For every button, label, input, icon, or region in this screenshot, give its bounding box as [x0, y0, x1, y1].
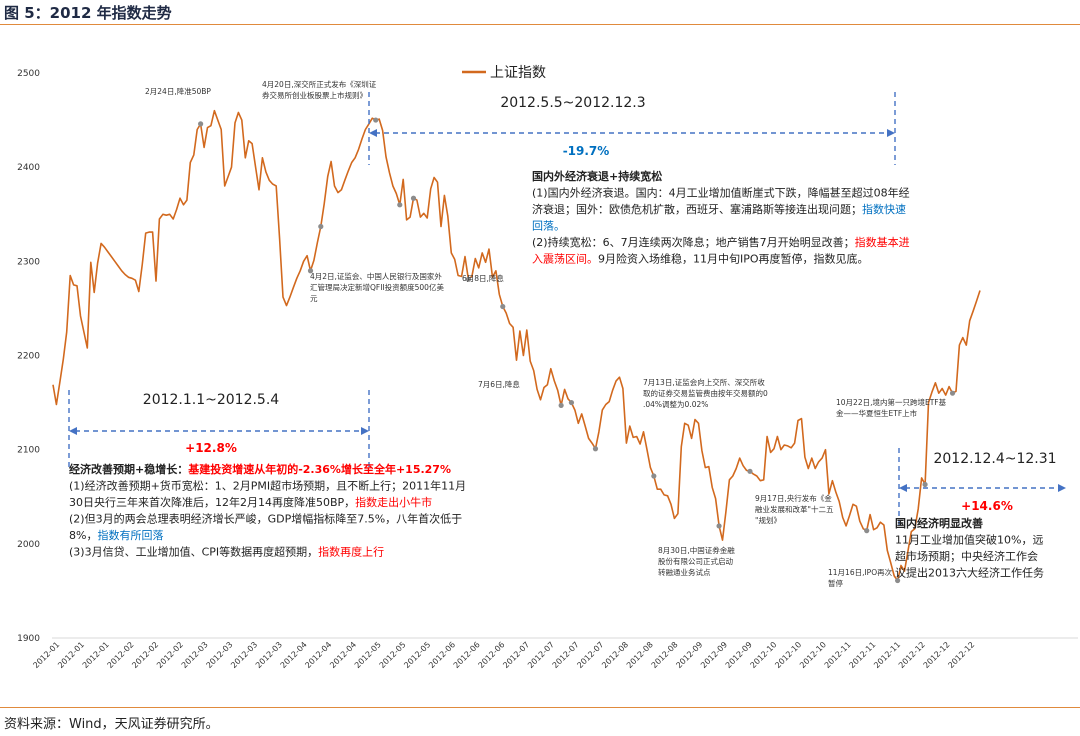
period-detail-line: 议提出2013六大经济工作任务 [895, 566, 1044, 580]
event-marker [747, 468, 753, 474]
period-detail-line: 回落。 [532, 220, 565, 233]
event-annotation: 4月20日,深交所正式发布《深圳证券交易所创业板股票上市规则》 [262, 79, 377, 100]
period-detail-line: 入震荡区间。9月险资入场维稳，11月中旬IPO再度暂停，指数见底。 [532, 252, 869, 266]
event-marker [465, 276, 472, 282]
bottom-divider [0, 707, 1080, 708]
legend-label: 上证指数 [490, 65, 546, 81]
period-detail-line: (2)但3月的两会总理表明经济增长严峻，GDP增幅指标降至7.5%，八年首次低于 [69, 512, 462, 526]
event-annotation: 10月22日,境内第一只跨境ETF基金——华夏恒生ETF上市 [836, 397, 947, 418]
event-marker [864, 528, 870, 534]
y-tick-label: 2000 [17, 540, 40, 550]
event-annotation: 11月16日,IPO再次暂停 [828, 567, 893, 588]
event-marker [716, 523, 722, 529]
period-range-label: 2012.12.4~12.31 [933, 451, 1056, 467]
period-range-label: 2012.1.1~2012.5.4 [143, 392, 280, 408]
event-marker [949, 390, 956, 396]
period-range-label: 2012.5.5~2012.12.3 [500, 95, 645, 111]
event-marker [651, 473, 657, 479]
event-marker [397, 202, 403, 208]
arrow-head-right [1058, 484, 1066, 492]
arrow-head-left [899, 484, 907, 492]
arrow-head-left [369, 129, 377, 137]
figure-title: 图 5：2012 年指数走势 [4, 4, 172, 22]
event-marker [895, 577, 901, 584]
period-detail-line: (1)经济改善预期+货币宽松：1、2月PMI超市场预期，且不断上行；2011年1… [69, 479, 466, 493]
event-marker [568, 399, 575, 406]
period-detail-line: 11月工业增加值突破10%，远 [895, 533, 1043, 547]
event-marker [410, 195, 417, 201]
period-change-label: +14.6% [961, 499, 1013, 513]
period-heading: 经济改善预期+稳增长：基建投资增速从年初的-2.36%增长至全年+15.27% [69, 462, 451, 476]
event-marker [558, 402, 564, 409]
event-marker [592, 446, 599, 452]
event-annotation: 7月13日,证监会向上交所、深交所收取的证券交易监管费由按年交易额的0.04%调… [643, 377, 768, 409]
period-change-label: +12.8% [185, 441, 237, 455]
source-note: 资料来源：Wind，天风证券研究所。 [4, 717, 219, 732]
y-tick-label: 2200 [17, 352, 40, 362]
event-marker [318, 223, 324, 230]
event-annotation: 2月24日,降准50BP [145, 86, 211, 96]
period-detail-line: 济衰退；国外：欧债危机扩散，西班牙、塞浦路斯等接连出现问题；指数快速 [532, 202, 906, 216]
period-detail-line: (3)3月信贷、工业增加值、CPI等数据再度超预期，指数再度上行 [69, 545, 384, 559]
event-annotation: 8月30日,中国证券金融股份有限公司正式启动转融通业务试点 [658, 545, 735, 577]
y-tick-label: 1900 [17, 634, 40, 644]
top-divider [0, 24, 1080, 25]
arrow-head-right [887, 129, 895, 137]
y-tick-label: 2100 [17, 446, 40, 456]
event-annotation: 4月2日,证监会、中国人民银行及国家外汇管理局决定新增QFII投资额度500亿美… [310, 271, 444, 303]
y-tick-label: 2400 [17, 163, 40, 173]
period-heading: 国内外经济衰退+持续宽松 [532, 169, 662, 183]
period-detail-line: (2)持续宽松：6、7月连续两次降息；地产销售7月开始明显改善；指数基本进 [532, 235, 910, 249]
event-annotation: 9月17日,央行发布《金融业发展和改革"十二五"规划》 [755, 493, 834, 525]
period-detail-line: 30日央行三年来首次降准后，12年2月14再度降准50BP，指数走出小牛市 [69, 495, 432, 509]
period-detail-line: (1)国内外经济衰退。国内：4月工业增加值断崖式下跌，降幅甚至超过08年经 [532, 186, 910, 200]
event-marker [307, 268, 314, 274]
period-detail-line: 8%，指数有所回落 [69, 528, 163, 542]
series-line-shanghai-composite [52, 109, 981, 582]
period-detail-line: 超市场预期；中央经济工作会 [895, 549, 1038, 563]
event-marker [198, 121, 204, 127]
event-marker [922, 481, 928, 488]
event-annotation: 7月6日,降息 [478, 379, 520, 389]
period-change-label: -19.7% [563, 144, 610, 158]
event-annotation: 6月8日,降息 [462, 273, 504, 283]
y-tick-label: 2500 [17, 69, 40, 79]
period-heading: 国内经济明显改善 [895, 516, 983, 530]
y-tick-label: 2300 [17, 257, 40, 267]
arrow-head-right [361, 427, 369, 435]
event-marker [373, 117, 379, 123]
arrow-head-left [69, 427, 77, 435]
event-marker [500, 303, 506, 310]
x-tick-label: 2012-12 [946, 640, 976, 670]
